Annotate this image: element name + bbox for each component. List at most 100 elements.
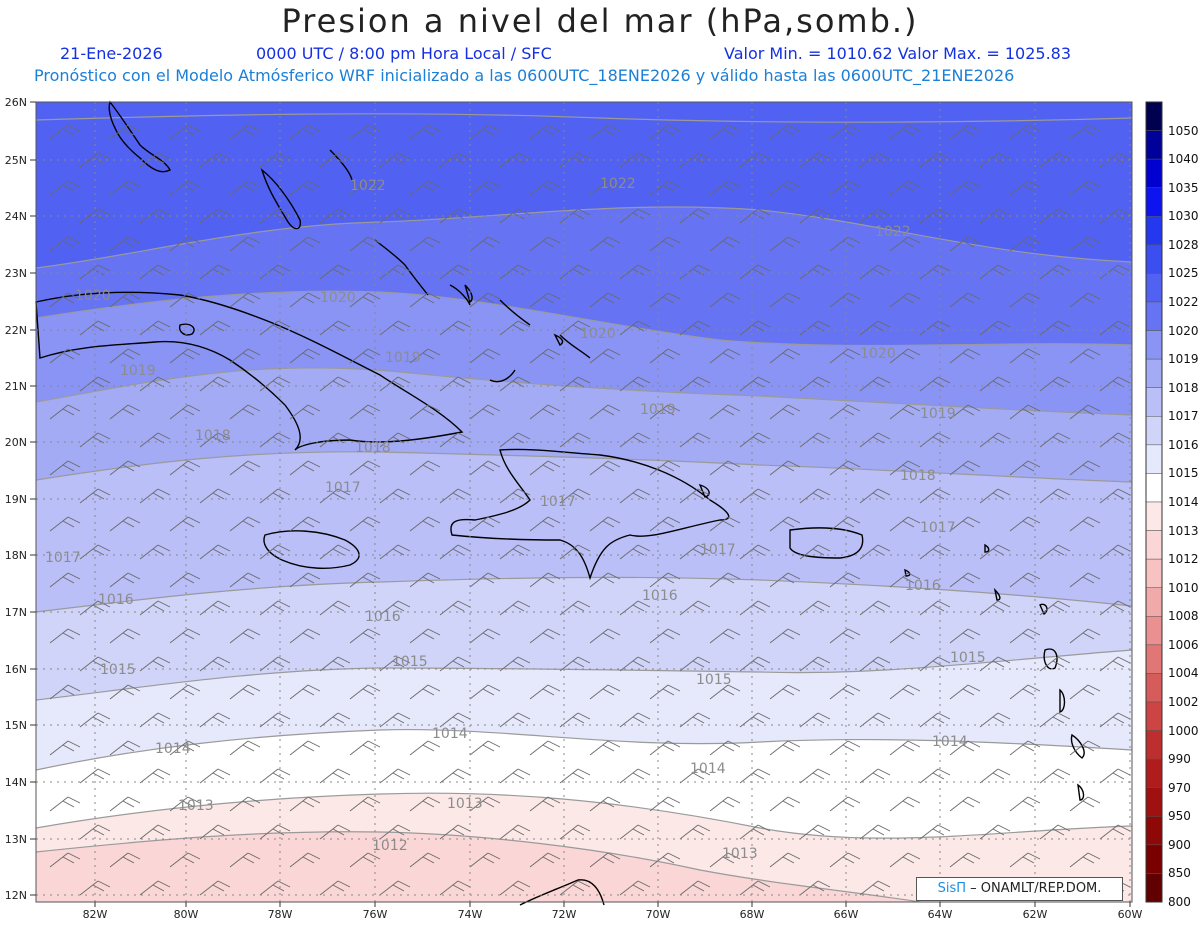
- wind-barb: [469, 292, 501, 308]
- wind-barb: [229, 796, 261, 812]
- wind-barb: [229, 516, 261, 532]
- legend-level: 1025: [1168, 266, 1199, 281]
- isobar-label: 1017: [700, 542, 736, 558]
- wind-barb: [469, 404, 501, 420]
- legend-swatch: [1145, 444, 1163, 474]
- wind-barb: [469, 572, 501, 588]
- coastlines: [35, 100, 1085, 906]
- legend-swatch: [1145, 673, 1163, 703]
- wind-barb: [1009, 348, 1041, 364]
- wind-barb: [49, 572, 81, 588]
- band-1012: [36, 831, 921, 902]
- wind-barb: [589, 572, 621, 588]
- wind-barb: [679, 712, 711, 728]
- wind-barb: [829, 516, 861, 532]
- wind-barb: [949, 460, 981, 476]
- wind-barb: [949, 628, 981, 644]
- wind-barb: [289, 124, 321, 140]
- legend-level: 1028: [1168, 237, 1199, 252]
- wind-barb: [949, 852, 981, 868]
- legend-swatch: [1145, 244, 1163, 274]
- legend-swatch: [1145, 530, 1163, 560]
- wind-barb: [139, 264, 171, 280]
- legend-swatch: [1145, 416, 1163, 446]
- wind-barb: [409, 460, 441, 476]
- lat-label: 22N: [5, 324, 27, 337]
- windward-islands: [1039, 603, 1085, 801]
- wind-barb: [379, 712, 411, 728]
- wind-barb: [1069, 236, 1101, 252]
- wind-barb: [289, 684, 321, 700]
- wind-barb: [889, 516, 921, 532]
- isobar-label: 1014: [432, 726, 468, 742]
- legend-swatch: [1145, 387, 1163, 417]
- wind-barb: [709, 292, 741, 308]
- wind-barb: [199, 376, 231, 392]
- legend-swatch: [1145, 730, 1163, 760]
- wind-barb: [889, 572, 921, 588]
- wind-barb: [949, 404, 981, 420]
- wind-barb: [469, 236, 501, 252]
- wind-barb: [529, 124, 561, 140]
- isobar-label: 1020: [75, 288, 111, 304]
- wind-barb: [829, 796, 861, 812]
- wind-barb: [109, 796, 141, 812]
- wind-barb: [1099, 488, 1131, 504]
- wind-barb: [949, 124, 981, 140]
- wind-barb: [679, 656, 711, 672]
- wind-barb: [679, 768, 711, 784]
- isobar-label: 1016: [642, 588, 678, 604]
- wind-barb: [1099, 824, 1131, 840]
- wind-barb: [769, 796, 801, 812]
- wind-barb: [1069, 348, 1101, 364]
- wind-barb: [709, 404, 741, 420]
- wind-barb: [109, 180, 141, 196]
- wind-barb: [349, 852, 381, 868]
- wind-barb: [319, 600, 351, 616]
- wind-barb: [589, 236, 621, 252]
- wind-barb: [529, 628, 561, 644]
- wind-barb: [859, 488, 891, 504]
- wind-barb: [409, 516, 441, 532]
- wind-barb: [259, 600, 291, 616]
- isobar-label: 1013: [722, 846, 758, 862]
- isobar-label: 1019: [120, 363, 156, 379]
- lat-label: 21N: [5, 380, 27, 393]
- wind-barb: [499, 264, 531, 280]
- wind-barb: [859, 768, 891, 784]
- wind-barb: [1039, 432, 1071, 448]
- wind-barb: [799, 264, 831, 280]
- wind-barb: [1039, 488, 1071, 504]
- wind-barb: [199, 488, 231, 504]
- wind-barb: [919, 824, 951, 840]
- wind-barb: [169, 740, 201, 756]
- chart-title: Presion a nivel del mar (hPa,somb.): [281, 2, 919, 40]
- wind-barb: [739, 432, 771, 448]
- wind-barb: [769, 236, 801, 252]
- wind-barb: [769, 516, 801, 532]
- wind-barb: [289, 180, 321, 196]
- legend-swatch: [1145, 816, 1163, 846]
- wind-barb: [829, 684, 861, 700]
- wind-barb: [679, 264, 711, 280]
- pressure-shading: [36, 102, 1132, 902]
- wind-barb: [409, 572, 441, 588]
- wind-barb: [889, 460, 921, 476]
- wind-barb: [469, 740, 501, 756]
- wind-barb: [139, 880, 171, 896]
- wind-barb: [199, 656, 231, 672]
- wind-barb: [1069, 124, 1101, 140]
- lat-label: 15N: [5, 719, 27, 732]
- legend-swatch: [1145, 873, 1163, 903]
- wind-barb: [649, 852, 681, 868]
- wind-barb: [199, 712, 231, 728]
- legend-swatch: [1145, 101, 1163, 131]
- wind-barb: [919, 152, 951, 168]
- wind-barb: [289, 572, 321, 588]
- wind-barb: [889, 348, 921, 364]
- wind-barb: [379, 600, 411, 616]
- wind-barb: [919, 712, 951, 728]
- wind-barb: [589, 460, 621, 476]
- lat-label: 17N: [5, 606, 27, 619]
- lon-label: 60W: [1118, 908, 1143, 921]
